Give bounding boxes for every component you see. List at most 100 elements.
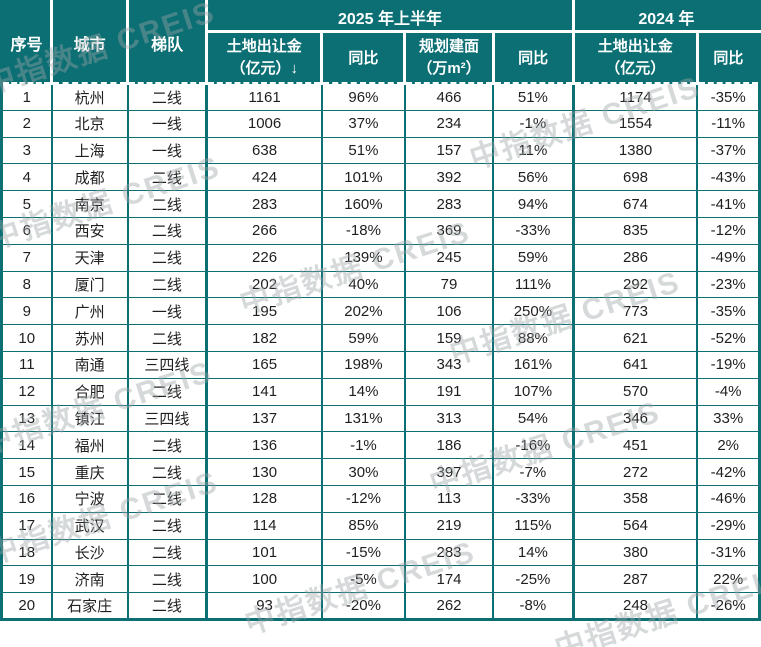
cell-fee-2024: 698 <box>571 163 699 192</box>
table-row: 5 南京 二线 283 160% 283 94% 674 -41% <box>0 190 761 218</box>
cell-yoy-fee-2025: 51% <box>320 136 406 165</box>
col-header-fee-2025-line1: 土地出让金 <box>226 37 302 55</box>
cell-fee-2024: 564 <box>571 511 699 540</box>
table-row: 20 石家庄 二线 93 -20% 262 -8% 248 -26% <box>0 592 761 620</box>
col-group-2025-h1: 2025 年上半年 <box>205 0 575 33</box>
cell-yoy-fee-2024: -4% <box>696 377 761 406</box>
cell-yoy-area-2025: 11% <box>492 136 575 165</box>
cell-area-2025: 343 <box>403 350 495 379</box>
cell-yoy-area-2025: 14% <box>492 538 575 567</box>
cell-area-2025: 159 <box>403 324 495 352</box>
cell-fee-2024: 358 <box>571 484 699 513</box>
cell-index: 8 <box>0 270 53 299</box>
cell-area-2025: 191 <box>403 377 495 406</box>
cell-fee-2024: 346 <box>571 404 699 433</box>
cell-fee-2025: 638 <box>205 136 323 165</box>
cell-yoy-area-2025: 94% <box>492 190 575 218</box>
col-header-area-2025: 规划建面 （万m²） <box>403 30 495 85</box>
cell-area-2025: 245 <box>403 243 495 272</box>
table-row: 17 武汉 二线 114 85% 219 115% 564 -29% <box>0 511 761 540</box>
cell-area-2025: 369 <box>403 216 495 245</box>
col-header-yoy-area-2025: 同比 <box>491 30 575 85</box>
col-header-fee-2024: 土地出让金 （亿元） <box>571 30 699 85</box>
cell-fee-2024: 272 <box>571 458 699 486</box>
table-row: 1 杭州 二线 1161 96% 466 51% 1174 -35% <box>0 83 761 111</box>
cell-yoy-fee-2024: -26% <box>696 592 761 620</box>
cell-index: 16 <box>0 484 53 513</box>
cell-area-2025: 313 <box>403 404 495 433</box>
cell-yoy-area-2025: 88% <box>492 324 575 352</box>
header-group-row: 序号 城市 梯队 2025 年上半年 2024 年 <box>0 0 761 85</box>
table-row: 11 南通 三四线 165 198% 343 161% 641 -19% <box>0 350 761 379</box>
cell-tier: 二线 <box>126 565 208 594</box>
cell-index: 4 <box>0 163 53 192</box>
cell-city: 宁波 <box>50 484 129 513</box>
cell-fee-2024: 1380 <box>571 136 699 165</box>
col-header-area-line1: 规划建面 <box>419 37 480 55</box>
cell-yoy-area-2025: 59% <box>492 243 575 272</box>
col-header-yoy-fee-2025: 同比 <box>320 30 407 85</box>
cell-fee-2025: 266 <box>205 216 323 245</box>
cell-fee-2025: 424 <box>205 163 323 192</box>
cell-area-2025: 262 <box>403 592 495 620</box>
cell-yoy-fee-2024: 22% <box>696 565 761 594</box>
cell-yoy-fee-2024: -41% <box>696 190 761 218</box>
cell-index: 12 <box>0 377 53 406</box>
table-row: 9 广州 一线 195 202% 106 250% 773 -35% <box>0 297 761 326</box>
cell-fee-2025: 182 <box>205 324 323 352</box>
cell-city: 合肥 <box>50 377 129 406</box>
cell-area-2025: 283 <box>403 538 495 567</box>
cell-fee-2024: 451 <box>571 431 699 460</box>
col-group-2024: 2024 年 <box>571 0 761 33</box>
cell-city: 福州 <box>50 431 129 460</box>
cell-fee-2024: 835 <box>571 216 699 245</box>
cell-fee-2025: 226 <box>205 243 323 272</box>
cell-tier: 二线 <box>126 324 208 352</box>
cell-yoy-area-2025: -7% <box>492 458 575 486</box>
cell-index: 9 <box>0 297 53 326</box>
cell-tier: 一线 <box>126 297 208 326</box>
table-row: 12 合肥 二线 141 14% 191 107% 570 -4% <box>0 377 761 406</box>
table-row: 18 长沙 二线 101 -15% 283 14% 380 -31% <box>0 538 761 567</box>
cell-tier: 二线 <box>126 538 208 567</box>
cell-area-2025: 106 <box>403 297 495 326</box>
col-header-index: 序号 <box>0 0 54 85</box>
cell-yoy-fee-2025: -20% <box>320 592 406 620</box>
cell-yoy-area-2025: 56% <box>492 163 575 192</box>
cell-fee-2024: 292 <box>571 270 699 299</box>
cell-tier: 二线 <box>126 190 208 218</box>
cell-city: 南京 <box>50 190 129 218</box>
cell-yoy-fee-2025: 14% <box>320 377 406 406</box>
cell-area-2025: 113 <box>403 484 495 513</box>
cell-yoy-fee-2025: -18% <box>320 216 406 245</box>
cell-yoy-fee-2024: -23% <box>696 270 761 299</box>
cell-city: 西安 <box>50 216 129 245</box>
table-header: 序号 城市 梯队 2025 年上半年 2024 年 土地出让金 （亿元）↓ 同比… <box>0 0 761 85</box>
cell-yoy-fee-2024: -35% <box>696 83 761 111</box>
cell-fee-2024: 621 <box>571 324 699 352</box>
cell-index: 6 <box>0 216 53 245</box>
cell-index: 10 <box>0 324 53 352</box>
cell-fee-2025: 202 <box>205 270 323 299</box>
cell-yoy-area-2025: -33% <box>492 216 575 245</box>
cell-fee-2024: 248 <box>571 592 699 620</box>
cell-fee-2024: 674 <box>571 190 699 218</box>
col-header-fee-2024-line1: 土地出让金 <box>597 37 673 55</box>
cell-city: 苏州 <box>50 324 129 352</box>
cell-yoy-fee-2024: -19% <box>696 350 761 379</box>
cell-index: 5 <box>0 190 53 218</box>
table-row: 8 厦门 二线 202 40% 79 111% 292 -23% <box>0 270 761 299</box>
cell-index: 7 <box>0 243 53 272</box>
table-row: 7 天津 二线 226 139% 245 59% 286 -49% <box>0 243 761 272</box>
cell-city: 天津 <box>50 243 129 272</box>
cell-city: 镇江 <box>50 404 129 433</box>
cell-yoy-area-2025: -1% <box>492 109 575 138</box>
cell-tier: 二线 <box>126 484 208 513</box>
cell-yoy-area-2025: 51% <box>492 83 575 111</box>
cell-fee-2024: 1554 <box>571 109 699 138</box>
cell-yoy-fee-2025: -15% <box>320 538 406 567</box>
cell-index: 17 <box>0 511 53 540</box>
cell-tier: 二线 <box>126 163 208 192</box>
cell-fee-2024: 773 <box>571 297 699 326</box>
cell-tier: 二线 <box>126 592 208 620</box>
